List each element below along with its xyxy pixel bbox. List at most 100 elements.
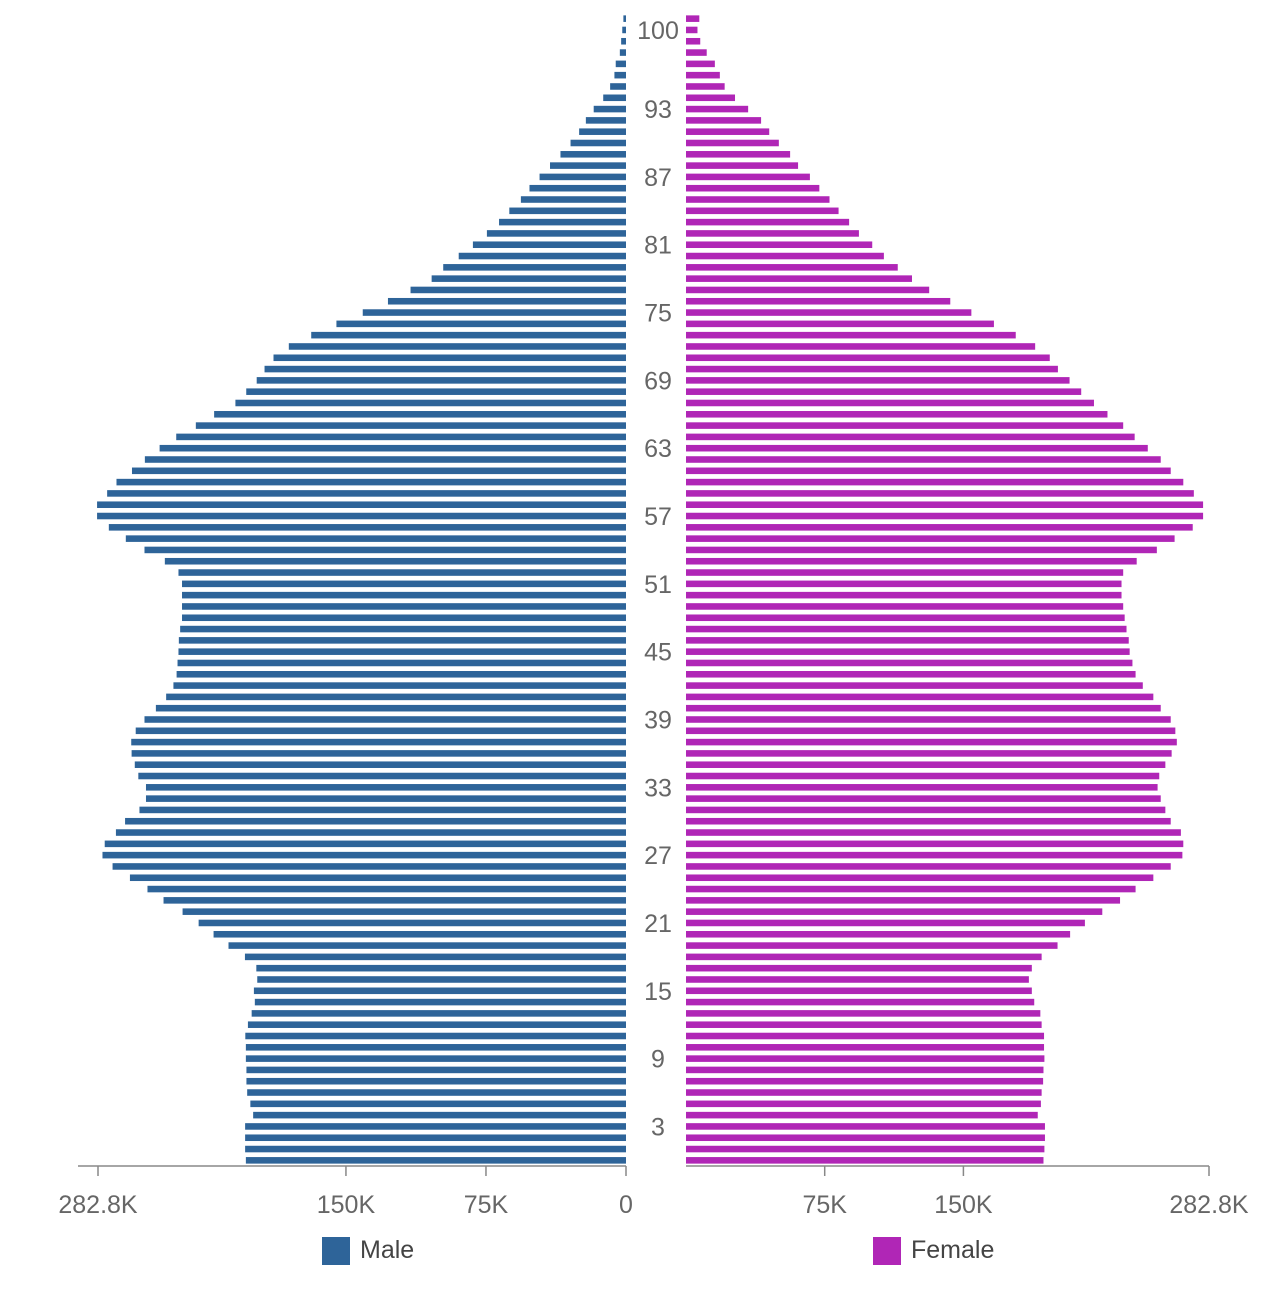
male-bar-age-29	[115, 829, 627, 836]
male-bar-age-89	[560, 151, 626, 158]
age-label-9: 9	[651, 1046, 665, 1074]
male-bar-age-1	[245, 1145, 627, 1153]
female-bar-age-56	[686, 524, 1193, 531]
male-bar-age-79	[443, 264, 626, 271]
male-bar-age-39	[144, 716, 627, 723]
male-bar-age-16	[257, 976, 626, 983]
female-bar-age-76	[686, 297, 951, 305]
female-bar-age-82	[686, 230, 859, 237]
female-bar-age-69	[686, 377, 1070, 384]
male-bar-age-98	[619, 49, 626, 56]
female-bar-age-51	[686, 580, 1122, 588]
right-x-tick-150K-label: 150K	[934, 1191, 993, 1219]
female-bar-age-33	[686, 784, 1158, 791]
male-bar-age-100	[622, 26, 626, 34]
male-bar-age-54	[144, 546, 627, 554]
female-bar-age-97	[686, 60, 715, 68]
male-bar-age-3	[245, 1123, 627, 1130]
female-bar-age-20	[686, 930, 1071, 938]
male-bar-age-92	[585, 117, 626, 124]
male-bar-age-28	[104, 840, 626, 848]
male-bar-age-67	[235, 399, 626, 407]
legend-male: Male	[322, 1236, 414, 1265]
age-label-87: 87	[644, 164, 672, 192]
male-bar-age-25	[129, 874, 626, 882]
female-bar-age-80	[686, 252, 884, 260]
female-bar-age-59	[686, 490, 1194, 497]
male-bar-age-24	[147, 885, 626, 893]
female-bar-age-72	[686, 343, 1036, 350]
female-bar-age-48	[686, 614, 1125, 622]
female-bar-age-3	[686, 1123, 1045, 1130]
female-bar-age-27	[686, 851, 1183, 859]
female-bar-age-88	[686, 162, 799, 169]
male-bar-age-31	[139, 806, 627, 814]
male-bar-age-30	[125, 817, 626, 825]
female-bar-age-5	[686, 1100, 1041, 1108]
male-bar-age-51	[182, 580, 626, 588]
female-bar-age-14	[686, 998, 1035, 1006]
male-bar-age-94	[603, 94, 626, 102]
female-bar-age-9	[686, 1055, 1045, 1062]
age-label-51: 51	[644, 571, 672, 599]
female-bar-age-81	[686, 241, 873, 249]
male-bar-age-19	[228, 942, 627, 949]
female-bar-age-94	[686, 94, 736, 102]
female-bar-age-83	[686, 218, 850, 226]
male-bar-age-58	[97, 501, 627, 508]
female-bar-age-61	[686, 467, 1171, 475]
male-bar-age-81	[472, 241, 626, 249]
male-bar-age-17	[256, 964, 626, 972]
female-bar-age-44	[686, 659, 1133, 667]
female-bar-age-66	[686, 411, 1108, 418]
male-bar-age-57	[97, 512, 627, 520]
female-bar-age-0	[686, 1157, 1044, 1164]
female-bar-age-11	[686, 1032, 1045, 1040]
female-bar-age-53	[686, 557, 1137, 565]
male-bar-age-26	[112, 863, 627, 870]
male-bar-age-43	[176, 671, 626, 678]
male-bar-age-61	[131, 467, 626, 475]
left-x-tick-282.8K-label: 282.8K	[58, 1191, 138, 1219]
male-bar-age-44	[177, 659, 626, 667]
female-bar-age-46	[686, 637, 1129, 644]
male-bar-age-35	[134, 761, 626, 768]
male-bar-age-8	[246, 1066, 626, 1074]
female-bar-age-70	[686, 365, 1058, 373]
age-label-93: 93	[644, 96, 672, 124]
legend-female-label: Female	[911, 1236, 995, 1264]
female-bar-age-19	[686, 942, 1058, 949]
male-bar-age-72	[288, 343, 626, 350]
female-bar-age-16	[686, 976, 1029, 983]
male-bar-age-97	[615, 60, 626, 68]
female-bar-age-26	[686, 863, 1171, 870]
female-bar-age-89	[686, 151, 791, 158]
age-label-57: 57	[644, 503, 672, 531]
age-label-81: 81	[644, 232, 672, 260]
female-bar-age-86	[686, 184, 820, 192]
female-bar-age-95	[686, 83, 725, 90]
male-bar-age-99	[621, 37, 626, 45]
right-x-tick-75K-label: 75K	[802, 1191, 847, 1219]
female-bar-age-21	[686, 919, 1085, 927]
female-bar-age-52	[686, 569, 1124, 576]
female-bar-age-1	[686, 1145, 1045, 1153]
female-bar-age-78	[686, 275, 912, 282]
male-bar-age-63	[159, 444, 627, 452]
male-bar-age-74	[336, 320, 626, 328]
female-bar-age-85	[686, 196, 830, 203]
female-bar-age-98	[686, 49, 707, 56]
female-bar-age-34	[686, 772, 1160, 780]
female-bar-age-36	[686, 750, 1172, 757]
left-x-tick-75K-label: 75K	[464, 1191, 509, 1219]
age-label-27: 27	[644, 842, 672, 870]
female-bar-age-77	[686, 286, 930, 294]
female-bar-age-12	[686, 1021, 1042, 1028]
male-bar-age-45	[178, 648, 626, 655]
female-bar-age-39	[686, 716, 1171, 723]
female-bar-age-68	[686, 388, 1082, 395]
x-axis-ticks: 282.8K 150K 75K 0 75K 150K 282.8K	[58, 1166, 1249, 1219]
male-bar-age-75	[362, 309, 626, 316]
male-bar-age-4	[253, 1111, 626, 1119]
